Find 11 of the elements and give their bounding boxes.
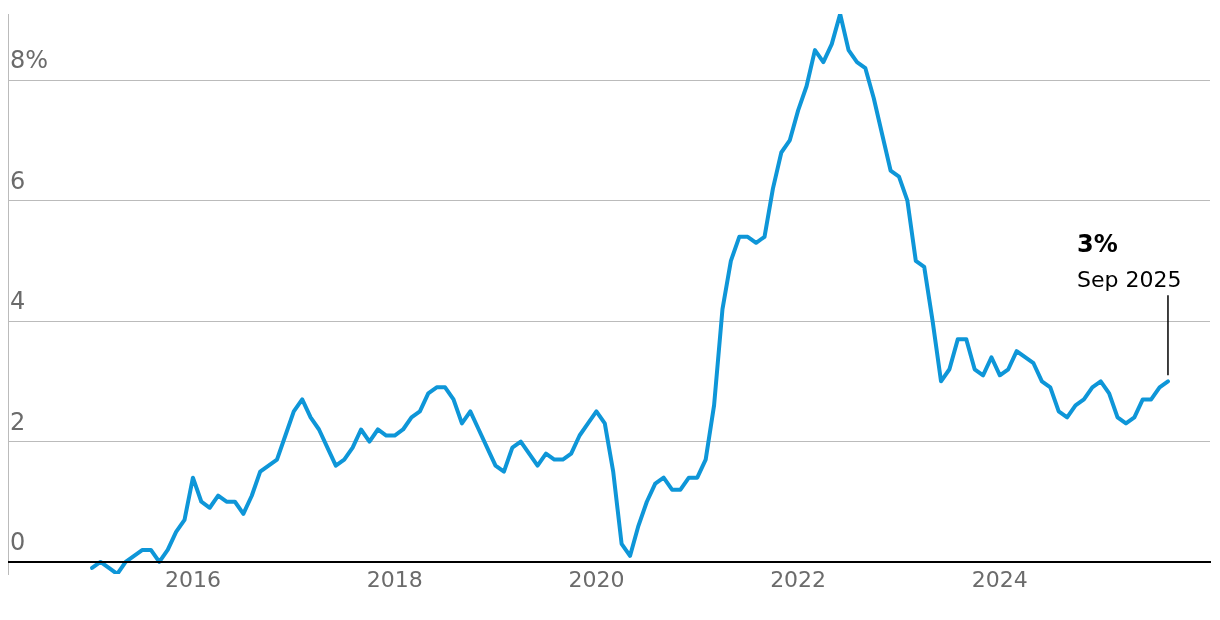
y-tick-label: 6 xyxy=(10,166,26,195)
annotation: 3% Sep 2025 xyxy=(1076,230,1182,293)
x-tick-label: 2024 xyxy=(971,566,1028,592)
y-tick-label: 0 xyxy=(10,528,26,557)
x-tick-label: 2020 xyxy=(568,566,625,592)
x-tick-label: 2016 xyxy=(164,566,221,592)
y-tick-label: 2 xyxy=(10,407,26,436)
x-tick-label: 2022 xyxy=(770,566,827,592)
y-tick-label: 4 xyxy=(10,287,26,316)
y-tick-label: 8% xyxy=(10,46,49,75)
x-tick-label: 2018 xyxy=(366,566,423,592)
